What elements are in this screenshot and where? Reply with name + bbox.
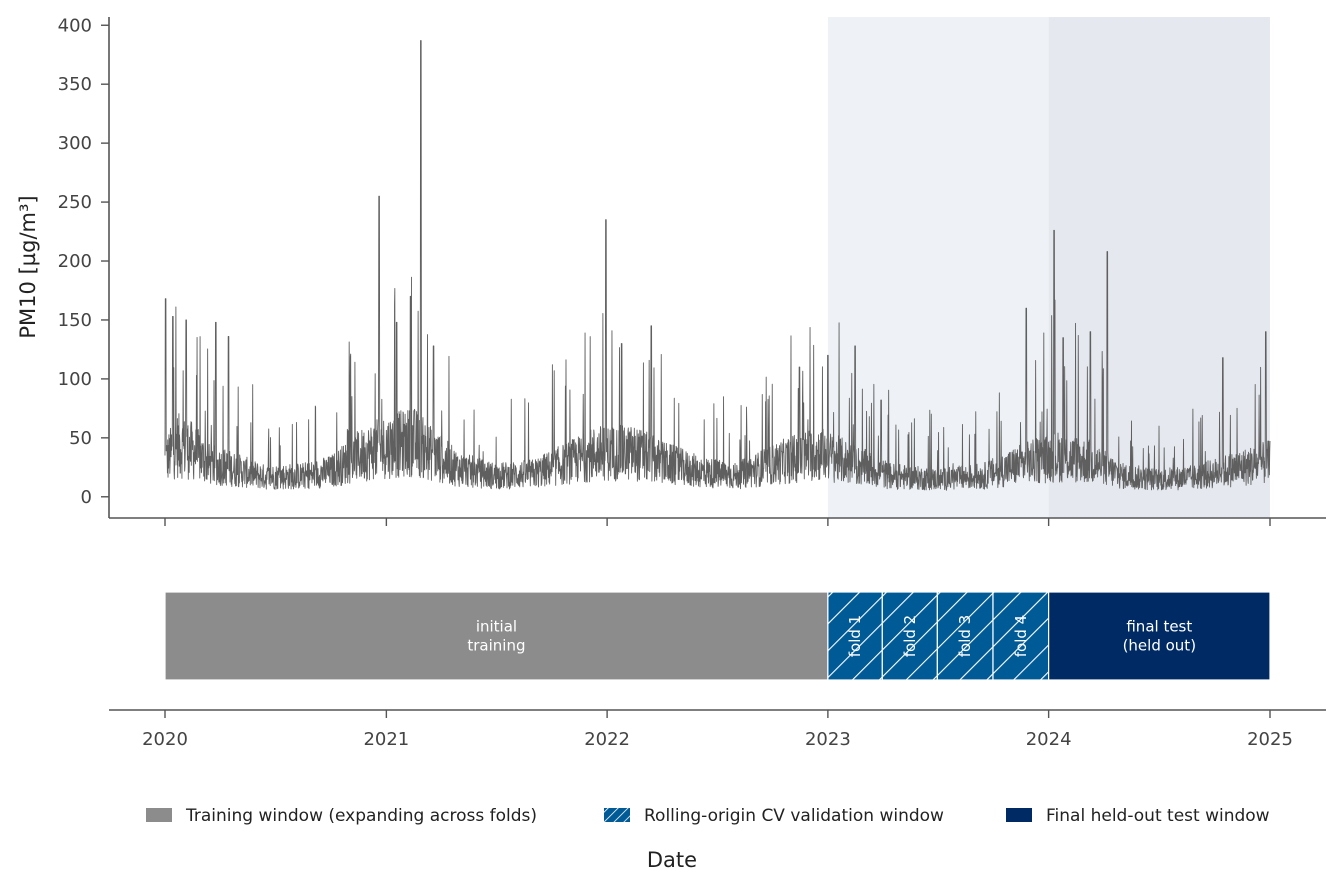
legend-swatch-3: [1006, 808, 1032, 822]
y-tick-label-50: 50: [69, 428, 92, 449]
timeline-segment-label-4: fold 3: [956, 615, 974, 657]
legend-label-3: Final held-out test window: [1046, 806, 1270, 826]
timeline-segment-label-1-line-1: initial: [476, 618, 517, 636]
y-tick-label-250: 250: [58, 192, 92, 213]
timeline-segment-1: [164, 591, 829, 681]
pm10-timeseries-panel: 0 50 100 150 200 250 300 350 400 PM10 [µg/m³]: [16, 15, 1326, 526]
y-tick-label-400: 400: [58, 15, 92, 36]
timeline-segment-4: [936, 591, 994, 681]
legend-label-2: Rolling-origin CV validation window: [644, 806, 944, 826]
legend-swatch-1: [146, 808, 172, 822]
x-tick-label-2020: 2020: [142, 729, 188, 750]
y-tick-label-150: 150: [58, 310, 92, 331]
timeline-segment-6: [1048, 591, 1271, 681]
bottom-x-axis-ticks: 2020 2021 2022 2023 2024 2025: [142, 710, 1293, 750]
y-tick-label-300: 300: [58, 133, 92, 154]
y-tick-label-0: 0: [81, 487, 92, 508]
pm10-series-line: [164, 40, 1271, 491]
timeline-segment-label-3: fold 2: [901, 615, 919, 657]
y-axis-ticks: 0 50 100 150 200 250 300 350 400: [58, 15, 109, 508]
x-tick-label-2025: 2025: [1247, 729, 1293, 750]
legend-swatch-2: [604, 808, 630, 822]
timeline-segment-label-5: fold 4: [1012, 615, 1030, 657]
timeline-segment-label-6-line-2: (held out): [1123, 637, 1196, 655]
x-tick-label-2024: 2024: [1026, 729, 1072, 750]
y-tick-label-100: 100: [58, 369, 92, 390]
x-tick-label-2022: 2022: [584, 729, 630, 750]
timeline-segment-2: [827, 591, 883, 681]
y-axis-title: PM10 [µg/m³]: [16, 195, 40, 338]
timeline-segment-label-6-line-1: final test: [1126, 618, 1192, 636]
timeline-segment-3: [881, 591, 938, 681]
y-tick-label-350: 350: [58, 74, 92, 95]
legend-label-1: Training window (expanding across folds): [185, 806, 537, 826]
top-x-axis-ticks: [164, 518, 1271, 526]
legend: Training window (expanding across folds)…: [146, 806, 1270, 826]
x-tick-label-2021: 2021: [363, 729, 409, 750]
y-tick-label-200: 200: [58, 251, 92, 272]
timeline-segment-label-1-line-2: training: [467, 637, 525, 655]
x-tick-label-2023: 2023: [805, 729, 851, 750]
shaded-regions: [827, 17, 1270, 518]
x-axis-title: Date: [647, 848, 697, 872]
timeline-segment-label-2: fold 1: [846, 615, 864, 657]
